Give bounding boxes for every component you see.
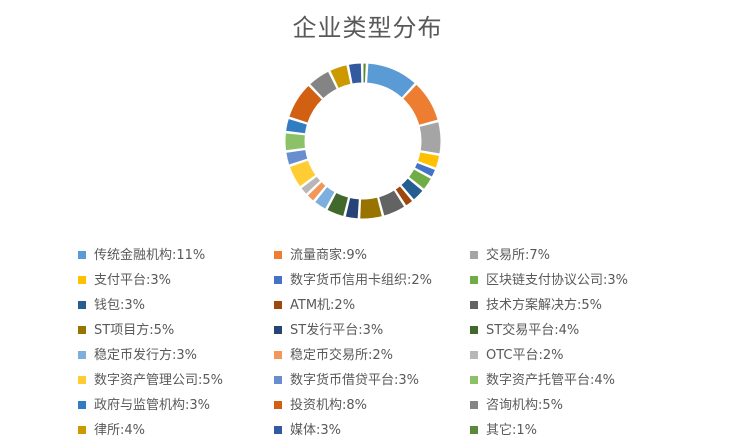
donut-slice-24	[362, 62, 367, 84]
donut-slice-10	[359, 196, 384, 220]
legend-item-13: 稳定币发行方:3%	[78, 346, 197, 366]
legend-swatch	[274, 425, 282, 434]
legend-item-14: 稳定币交易所:2%	[274, 346, 393, 366]
legend-item-11: ST发行平台:3%	[274, 321, 383, 341]
legend-swatch	[78, 325, 86, 334]
legend-item-22: 律所:4%	[78, 421, 145, 441]
donut-slice-5	[413, 161, 437, 178]
legend-label: 区块链支付协议公司:3%	[486, 273, 629, 288]
legend-swatch	[470, 325, 478, 334]
legend-item-1: 传统金融机构:11%	[78, 246, 205, 266]
legend-item-23: 媒体:3%	[274, 421, 341, 441]
legend-item-12: ST交易平台:4%	[470, 321, 579, 341]
legend-item-21: 咨询机构:5%	[470, 396, 563, 416]
legend-swatch	[78, 425, 86, 434]
legend-item-24: 其它:1%	[470, 421, 537, 441]
legend-swatch	[78, 275, 86, 284]
legend-swatch	[470, 425, 478, 434]
legend-swatch	[78, 350, 86, 359]
donut-slice-4	[416, 151, 441, 169]
legend-swatch	[78, 250, 86, 259]
donut-slice-19	[285, 117, 309, 135]
donut-slice-8	[394, 184, 414, 207]
donut-slice-23	[347, 62, 363, 85]
legend-swatch	[470, 375, 478, 384]
legend-swatch	[78, 300, 86, 309]
legend-label: 流量商家:9%	[290, 248, 368, 263]
legend-swatch	[274, 300, 282, 309]
legend-label: 交易所:7%	[486, 248, 551, 263]
legend-swatch	[274, 350, 282, 359]
donut-slice-6	[407, 168, 433, 191]
legend-swatch	[274, 275, 282, 284]
legend-label: ST交易平台:4%	[486, 323, 580, 338]
legend-item-15: OTC平台:2%	[470, 346, 564, 366]
donut-slice-20	[288, 84, 324, 124]
legend-item-16: 数字资产管理公司:5%	[78, 371, 223, 391]
legend-label: 稳定币发行方:3%	[94, 348, 198, 363]
legend-label: 数字资产托管平台:4%	[486, 373, 616, 388]
legend-item-17: 数字货币借贷平台:3%	[274, 371, 419, 391]
donut-slice-1	[366, 62, 416, 99]
legend-label: 咨询机构:5%	[486, 398, 564, 413]
donut-slice-2	[401, 83, 439, 127]
legend-swatch	[274, 325, 282, 334]
legend-item-3: 交易所:7%	[470, 246, 550, 266]
donut-slice-14	[306, 180, 327, 202]
legend-swatch	[470, 400, 478, 409]
legend-label: 钱包:3%	[94, 298, 146, 313]
donut-slice-21	[308, 70, 338, 100]
legend-label: 支付平台:3%	[94, 273, 172, 288]
legend-label: ST项目方:5%	[94, 323, 175, 338]
donut-slice-3	[418, 120, 442, 155]
legend-swatch	[470, 250, 478, 259]
legend-label: 传统金融机构:11%	[94, 248, 206, 263]
donut-slice-15	[300, 175, 322, 196]
donut-slice-13	[313, 185, 336, 211]
legend-item-8: ATM机:2%	[274, 296, 355, 316]
legend-item-5: 数字货币信用卡组织:2%	[274, 271, 432, 291]
legend-label: 数字资产管理公司:5%	[94, 373, 224, 388]
legend-item-19: 政府与监管机构:3%	[78, 396, 210, 416]
legend-label: 数字货币借贷平台:3%	[290, 373, 420, 388]
legend-label: 媒体:3%	[290, 423, 342, 438]
legend-item-4: 支付平台:3%	[78, 271, 171, 291]
legend-item-20: 投资机构:8%	[274, 396, 367, 416]
legend-item-2: 流量商家:9%	[274, 246, 367, 266]
legend-swatch	[78, 375, 86, 384]
legend-label: ST发行平台:3%	[290, 323, 384, 338]
legend-label: 其它:1%	[486, 423, 538, 438]
legend-label: OTC平台:2%	[486, 348, 564, 363]
donut-slice-7	[400, 177, 424, 201]
legend-item-18: 数字资产托管平台:4%	[470, 371, 615, 391]
legend-label: 数字货币信用卡组织:2%	[290, 273, 433, 288]
legend-label: 技术方案解决方:5%	[486, 298, 603, 313]
donut-slice-11	[344, 196, 360, 220]
donut-slice-12	[326, 191, 350, 218]
legend-swatch	[470, 275, 478, 284]
legend-swatch	[470, 350, 478, 359]
donut-slice-22	[329, 64, 352, 90]
legend-swatch	[274, 375, 282, 384]
donut-chart	[284, 62, 442, 220]
chart-title: 企业类型分布	[292, 14, 443, 42]
donut-slice-16	[288, 159, 317, 188]
legend-label: ATM机:2%	[290, 298, 356, 313]
legend-swatch	[470, 300, 478, 309]
legend-label: 投资机构:8%	[290, 398, 368, 413]
legend-swatch	[274, 250, 282, 259]
legend-label: 政府与监管机构:3%	[94, 398, 211, 413]
legend-label: 律所:4%	[94, 423, 146, 438]
legend-item-7: 钱包:3%	[78, 296, 145, 316]
legend-item-10: ST项目方:5%	[78, 321, 174, 341]
legend-swatch	[274, 400, 282, 409]
legend-item-9: 技术方案解决方:5%	[470, 296, 602, 316]
donut-slice-9	[377, 189, 406, 217]
legend-item-6: 区块链支付协议公司:3%	[470, 271, 628, 291]
donut-slice-17	[285, 148, 309, 166]
legend-label: 稳定币交易所:2%	[290, 348, 394, 363]
donut-slice-18	[284, 132, 307, 152]
legend-swatch	[78, 400, 86, 409]
